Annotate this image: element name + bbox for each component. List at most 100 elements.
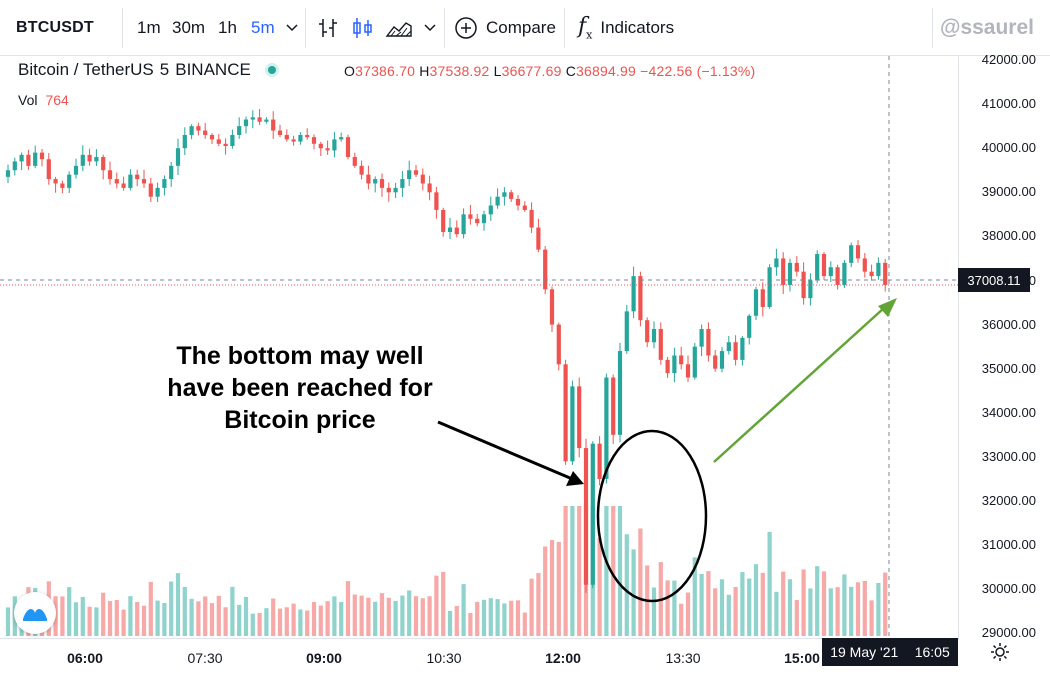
candle-body xyxy=(883,262,888,285)
candle-body xyxy=(787,262,793,285)
candle-body xyxy=(250,117,255,120)
volume-bar xyxy=(801,569,806,636)
volume-bar xyxy=(413,596,419,636)
price-axis-label: 29000.00 xyxy=(981,625,1036,641)
volume-bar xyxy=(862,580,867,636)
symbol-search[interactable]: BTCUSDT xyxy=(16,19,94,36)
volume-bar xyxy=(502,603,507,636)
candle-body xyxy=(638,276,643,321)
candle-body xyxy=(277,130,283,135)
volume-bar xyxy=(434,575,439,636)
volume-bar xyxy=(209,603,215,636)
volume-bar xyxy=(481,599,487,636)
candle-body xyxy=(597,443,602,479)
volume-bar xyxy=(291,603,296,636)
volume-bar xyxy=(311,602,317,636)
annotation-line: Bitcoin price xyxy=(224,406,376,434)
volume-bar xyxy=(855,582,861,636)
annotation-text: The bottom may well have been reached fo… xyxy=(150,340,450,436)
volume-bar xyxy=(536,573,541,636)
interval-30m[interactable]: 30m xyxy=(172,18,206,37)
candle-body xyxy=(672,355,677,374)
volume-bar xyxy=(617,506,623,636)
indicators-button[interactable]: fx Indicators xyxy=(578,0,674,56)
bar-style-icon[interactable] xyxy=(318,0,340,56)
volume-bar xyxy=(509,600,514,636)
candle-body xyxy=(135,174,140,180)
candle-body xyxy=(441,209,446,232)
candle-body xyxy=(468,214,473,219)
candle-body xyxy=(536,227,541,250)
candle-body xyxy=(645,320,650,343)
volume-bar xyxy=(175,573,181,636)
settings-gear-icon[interactable] xyxy=(990,642,1010,668)
candle-body xyxy=(549,289,555,325)
chart-style-chevron-icon[interactable] xyxy=(424,0,436,56)
candle-body xyxy=(60,183,65,188)
volume-bar xyxy=(250,613,255,636)
candle-body xyxy=(665,359,670,374)
volume-bar xyxy=(73,602,79,636)
time-axis[interactable]: 06:00 07:30 09:00 10:30 12:00 13:30 15:00 xyxy=(0,638,958,676)
candle-body xyxy=(400,179,405,188)
volume-bar xyxy=(67,587,72,636)
annotation-line: have been reached for xyxy=(167,374,433,402)
candle-body xyxy=(447,227,453,232)
interval-1m[interactable]: 1m xyxy=(137,18,161,37)
candle-body xyxy=(271,119,276,131)
volume-bar xyxy=(522,612,527,636)
price-axis-label: 39000.00 xyxy=(981,184,1036,200)
candle-body xyxy=(651,329,657,343)
volume-bar xyxy=(876,582,881,636)
candle-body xyxy=(257,117,262,122)
candle-body xyxy=(509,192,514,199)
crosshair-time-tag: 19 May '21 16:05 xyxy=(822,638,958,666)
candle-body xyxy=(33,152,38,166)
toolbar-divider xyxy=(305,8,306,48)
candle-body xyxy=(821,254,827,277)
volume-bar xyxy=(624,534,629,636)
candle-body xyxy=(679,355,684,365)
volume-bar xyxy=(407,590,412,636)
price-chart[interactable] xyxy=(0,56,958,638)
symbol-exchange: BINANCE xyxy=(175,60,251,79)
symbol-legend[interactable]: Bitcoin / TetherUS 5 BINANCE xyxy=(18,60,289,80)
volume-bar xyxy=(107,601,113,636)
candle-body xyxy=(305,134,310,138)
area-style-icon[interactable] xyxy=(385,0,413,56)
volume-bar xyxy=(767,531,772,636)
volume-bar xyxy=(475,601,480,636)
volume-legend[interactable]: Vol 764 xyxy=(18,92,69,108)
interval-5m[interactable]: 5m xyxy=(251,18,275,37)
volume-bar xyxy=(277,608,283,636)
bottom-highlight-ellipse xyxy=(596,429,708,603)
tradingview-logo-icon[interactable] xyxy=(14,592,56,634)
candle-body xyxy=(515,198,521,206)
price-axis[interactable]: 42000.00 41000.00 40000.00 39000.00 38000.00… xyxy=(958,52,1050,641)
candle-body xyxy=(461,214,466,235)
crosshair-time: 16:05 xyxy=(914,644,950,660)
candle-body xyxy=(842,262,847,285)
candle-body xyxy=(495,196,500,206)
volume-bar xyxy=(570,506,575,636)
candle-body xyxy=(67,174,72,188)
candle-body xyxy=(284,134,289,140)
crosshair-date: 19 May '21 xyxy=(830,644,899,660)
volume-bar xyxy=(447,610,453,636)
volume-bar xyxy=(298,609,303,636)
volume-bar xyxy=(631,549,636,636)
compare-button[interactable]: Compare xyxy=(454,0,556,56)
volume-bar xyxy=(345,581,351,636)
interval-dropdown-chevron-icon[interactable] xyxy=(286,0,298,56)
time-axis-label: 13:30 xyxy=(665,650,701,666)
candle-body xyxy=(774,258,779,268)
top-toolbar: BTCUSDT 1m 30m 1h 5m Compare fx Indicato… xyxy=(0,0,1050,56)
volume-bar xyxy=(563,506,568,636)
volume-bar xyxy=(726,594,731,636)
toolbar-divider xyxy=(122,8,123,48)
interval-1h[interactable]: 1h xyxy=(218,18,237,37)
candle-body xyxy=(577,386,582,449)
candle-body xyxy=(413,170,419,175)
candles-style-icon[interactable] xyxy=(352,0,374,56)
compare-label: Compare xyxy=(486,18,556,37)
